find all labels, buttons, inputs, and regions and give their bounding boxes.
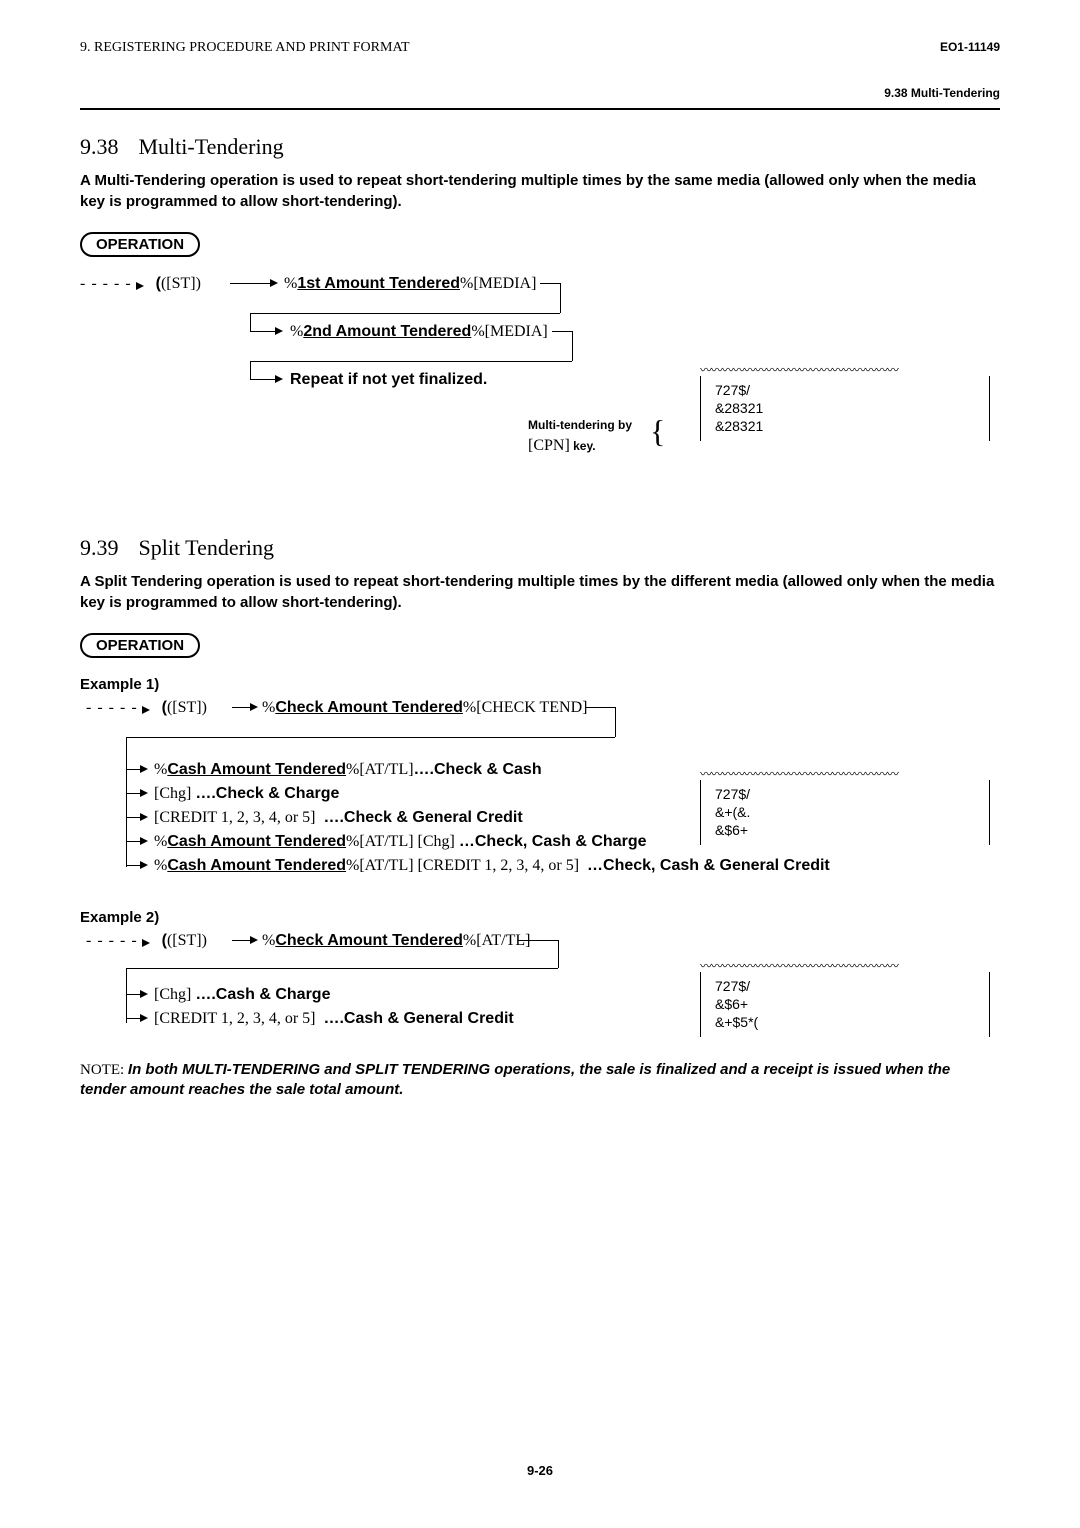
header-divider xyxy=(80,108,1000,110)
section-938-intro: A Multi-Tendering operation is used to r… xyxy=(80,170,1000,212)
section-939-title: 9.39Split Tendering xyxy=(80,535,1000,561)
receipt-939-1: 〰〰〰〰〰〰〰〰〰〰〰〰〰〰〰〰〰〰 727$/ &+(&. &$6+ 〰〰〰〰… xyxy=(700,774,990,851)
header-left: 9. REGISTERING PROCEDURE AND PRINT FORMA… xyxy=(80,40,410,56)
page-number: 9-26 xyxy=(0,1463,1080,1478)
section-939-intro: A Split Tendering operation is used to r… xyxy=(80,571,1000,613)
breadcrumb: 9.38 Multi-Tendering xyxy=(80,86,1000,100)
section-938-title: 9.38Multi-Tendering xyxy=(80,134,1000,160)
operation-pill-939: OPERATION xyxy=(80,633,200,658)
example1-label: Example 1) xyxy=(80,676,1000,693)
operation-pill-938: OPERATION xyxy=(80,232,200,257)
receipt-939-2: 〰〰〰〰〰〰〰〰〰〰〰〰〰〰〰〰〰〰 727$/ &$6+ &+$5*( 〰〰〰… xyxy=(700,966,990,1043)
header-right: EO1-11149 xyxy=(940,40,1000,56)
receipt-938: 〰〰〰〰〰〰〰〰〰〰〰〰〰〰〰〰〰〰 727$/ &28321 &28321 〰… xyxy=(700,370,990,447)
note: NOTE: In both MULTI-TENDERING and SPLIT … xyxy=(80,1060,1000,1101)
example2-label: Example 2) xyxy=(80,909,1000,926)
